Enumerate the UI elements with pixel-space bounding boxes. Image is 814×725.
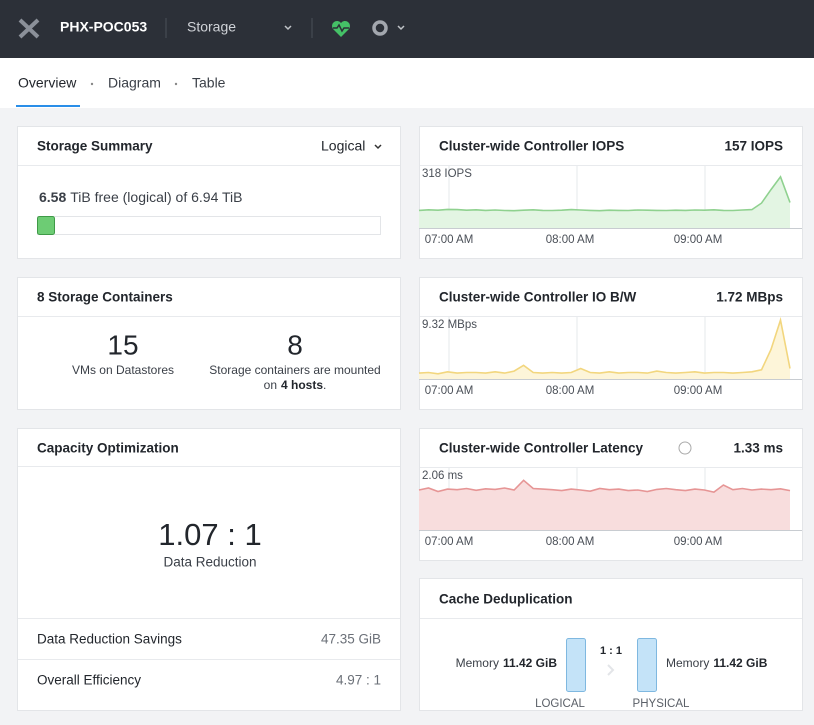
caption: LOGICAL	[535, 698, 585, 710]
hosts-suffix: .	[323, 378, 326, 392]
usage-bar	[37, 216, 381, 235]
vms-label: VMs on Datastores	[72, 363, 174, 377]
chevron	[284, 25, 292, 31]
memory-label: Memory	[666, 656, 709, 670]
free-text: TiB free (logical) of 6.94 TiB	[70, 189, 242, 205]
card	[419, 578, 803, 711]
tab[interactable]: Diagram	[108, 75, 161, 91]
usage-fill	[37, 216, 55, 235]
chevron	[397, 25, 405, 31]
help-icon[interactable]	[678, 441, 692, 455]
current-value: 1.72 MBps	[716, 290, 783, 305]
row-label: Overall Efficiency	[37, 673, 141, 688]
card-title: Capacity Optimization	[37, 441, 179, 456]
line	[418, 479, 791, 493]
card-title: Cache Deduplication	[439, 592, 573, 607]
arrow	[607, 664, 615, 676]
tab[interactable]: Table	[192, 75, 226, 91]
max-label: 9.32 MBps	[422, 319, 477, 331]
x-tick-label: 08:00 AM	[546, 536, 595, 548]
x-tick-label: 08:00 AM	[546, 234, 595, 246]
tab[interactable]: Overview	[18, 75, 77, 91]
chart-title: Cluster-wide Controller IOPS	[439, 139, 624, 154]
max-label: 2.06 ms	[422, 470, 463, 482]
current-value: 1.33 ms	[733, 441, 783, 456]
hosts-line: on 4 hosts.	[264, 378, 327, 392]
x-tick-label: 09:00 AM	[674, 385, 723, 397]
section-menu[interactable]: Storage	[187, 19, 236, 35]
x-tick-label: 07:00 AM	[425, 536, 474, 548]
free-summary: 6.58 TiB free (logical) of 6.94 TiB	[39, 189, 242, 205]
cluster-name[interactable]: PHX-POC053	[60, 19, 147, 35]
reduction-ratio: 1.07 : 1	[158, 517, 261, 552]
card	[17, 428, 401, 711]
memory-value: 11.42 GiB	[503, 656, 557, 670]
logo	[18, 18, 40, 39]
row-label: Data Reduction Savings	[37, 632, 182, 647]
area	[419, 480, 790, 530]
containers-count: 8	[287, 329, 303, 360]
physical-block	[637, 638, 657, 692]
card-title: 8 Storage Containers	[37, 290, 173, 305]
logical-block	[566, 638, 586, 692]
tab-underline	[16, 105, 80, 107]
tab-bar	[0, 58, 814, 108]
row-value: 4.97 : 1	[336, 673, 381, 688]
caption: PHYSICAL	[633, 698, 690, 710]
health-pulse	[333, 23, 349, 33]
area	[419, 176, 790, 228]
x-tick-label: 07:00 AM	[425, 385, 474, 397]
dot	[174, 82, 178, 86]
card-title: Storage Summary	[37, 139, 153, 154]
logical-memory: Memory 11.42 GiB	[456, 656, 558, 670]
max-label: 318 IOPS	[422, 168, 472, 180]
line	[418, 175, 791, 212]
chevron	[374, 144, 382, 150]
cache-ratio: 1 : 1	[600, 645, 622, 657]
physical-memory: Memory 11.42 GiB	[666, 656, 768, 670]
mode-dropdown[interactable]: Logical	[321, 138, 365, 154]
card	[419, 126, 803, 259]
memory-value: 11.42 GiB	[713, 656, 767, 670]
containers-label: Storage containers are mounted	[209, 363, 380, 377]
card	[419, 277, 803, 410]
card	[17, 126, 401, 259]
row-value: 47.35 GiB	[321, 632, 381, 647]
chart-title: Cluster-wide Controller IO B/W	[439, 290, 637, 305]
top-bar	[0, 0, 814, 58]
vms-count: 15	[107, 329, 138, 360]
current-value: 157 IOPS	[724, 139, 783, 154]
line	[418, 316, 791, 375]
hosts[interactable]: 4 hosts	[281, 378, 323, 392]
x-tick-label: 07:00 AM	[425, 234, 474, 246]
dot	[90, 82, 94, 86]
memory-label: Memory	[456, 656, 499, 670]
card	[17, 277, 401, 410]
hosts-prefix: on	[264, 378, 277, 392]
reduction-label: Data Reduction	[163, 555, 256, 570]
free-value: 6.58	[39, 189, 66, 205]
x-tick-label: 09:00 AM	[674, 234, 723, 246]
x-tick-label: 09:00 AM	[674, 536, 723, 548]
x-tick-label: 08:00 AM	[546, 385, 595, 397]
task-icon[interactable]	[372, 20, 388, 36]
chart-title: Cluster-wide Controller Latency	[439, 441, 644, 456]
